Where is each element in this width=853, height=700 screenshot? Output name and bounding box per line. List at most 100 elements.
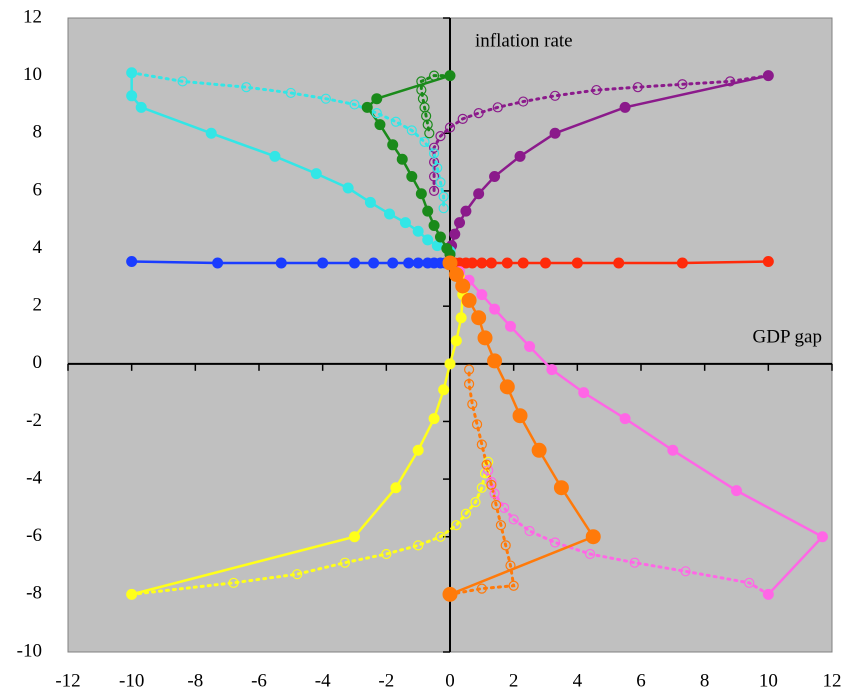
y-tick-label: -2 xyxy=(26,410,42,431)
data-point xyxy=(424,128,435,139)
data-point xyxy=(676,257,688,269)
data-point xyxy=(448,266,464,282)
x-tick-label: -2 xyxy=(378,670,394,691)
data-point xyxy=(361,101,373,113)
data-point xyxy=(491,499,502,511)
data-point xyxy=(762,256,774,268)
x-axis-label: GDP gap xyxy=(753,326,823,347)
data-point xyxy=(481,459,492,470)
data-point xyxy=(422,205,434,217)
data-point xyxy=(364,196,376,208)
data-point xyxy=(495,520,507,531)
data-point xyxy=(464,378,475,390)
data-point xyxy=(428,142,440,153)
data-point xyxy=(428,413,440,425)
data-point xyxy=(476,289,488,301)
data-point xyxy=(762,588,774,600)
data-point xyxy=(450,335,462,347)
data-point xyxy=(460,205,472,217)
data-point xyxy=(310,168,322,180)
series-line xyxy=(130,260,452,265)
data-point xyxy=(500,540,511,551)
data-point xyxy=(585,529,601,545)
data-point xyxy=(731,485,742,497)
data-point xyxy=(126,90,138,102)
y-tick-label: -4 xyxy=(26,467,42,488)
x-tick-label: 12 xyxy=(823,670,842,691)
data-point xyxy=(489,488,500,499)
data-point xyxy=(399,217,411,229)
y-tick-label: -6 xyxy=(26,525,42,546)
data-point xyxy=(667,444,679,456)
y-tick-label: 0 xyxy=(33,352,43,373)
data-point xyxy=(387,139,399,151)
data-point xyxy=(428,70,440,81)
data-point xyxy=(412,444,424,456)
data-point xyxy=(412,257,424,269)
data-point xyxy=(406,125,417,136)
x-tick-label: 4 xyxy=(573,670,583,691)
data-point xyxy=(549,537,561,548)
x-tick-label: -4 xyxy=(315,670,331,691)
data-point xyxy=(492,102,503,113)
data-point xyxy=(477,330,493,346)
data-point xyxy=(571,257,583,269)
data-point xyxy=(680,566,691,577)
data-point xyxy=(489,171,501,182)
data-point xyxy=(135,101,147,113)
data-point xyxy=(435,531,446,542)
series-line xyxy=(448,368,516,596)
x-tick-label: -8 xyxy=(187,670,203,691)
data-point xyxy=(455,278,471,294)
data-point xyxy=(591,84,602,96)
y-tick-label: -8 xyxy=(26,583,42,604)
data-point xyxy=(371,93,383,105)
data-point xyxy=(435,177,446,188)
data-point xyxy=(413,540,424,551)
y-tick-label: 8 xyxy=(33,122,43,143)
data-point xyxy=(403,257,415,269)
data-point xyxy=(455,312,467,324)
x-tick-label: -6 xyxy=(251,670,267,691)
y-tick-label: 10 xyxy=(23,64,42,85)
data-point xyxy=(531,442,547,458)
data-point xyxy=(476,583,487,594)
data-point xyxy=(504,320,516,332)
data-point xyxy=(241,82,252,93)
data-point xyxy=(432,162,443,173)
data-point xyxy=(476,257,488,269)
x-tick-label: 0 xyxy=(445,670,455,691)
data-point xyxy=(546,364,558,376)
data-point xyxy=(457,113,468,124)
series-line xyxy=(130,460,490,596)
data-point xyxy=(390,116,401,127)
data-point xyxy=(412,225,424,237)
y-tick-label: 12 xyxy=(23,6,42,27)
data-point xyxy=(444,70,456,82)
data-point xyxy=(126,67,138,79)
data-point xyxy=(540,257,551,269)
data-point xyxy=(438,191,449,202)
data-point xyxy=(512,408,528,424)
data-point xyxy=(505,560,516,571)
data-point xyxy=(629,557,640,568)
data-point xyxy=(442,586,458,602)
data-point xyxy=(744,577,755,588)
y-tick-label: 4 xyxy=(33,237,43,258)
data-point xyxy=(177,76,188,87)
x-tick-label: 10 xyxy=(759,670,778,691)
data-point xyxy=(419,136,430,148)
data-point xyxy=(438,384,450,396)
data-point xyxy=(387,257,399,269)
data-point xyxy=(444,122,456,133)
series-line xyxy=(448,260,770,265)
data-point xyxy=(464,364,475,375)
data-point xyxy=(205,127,217,139)
data-point xyxy=(269,150,281,162)
data-point xyxy=(584,548,596,560)
data-point xyxy=(349,531,360,543)
data-point xyxy=(428,185,440,197)
x-tick-label: 2 xyxy=(509,670,519,691)
data-point xyxy=(342,182,354,194)
data-point xyxy=(275,257,287,269)
